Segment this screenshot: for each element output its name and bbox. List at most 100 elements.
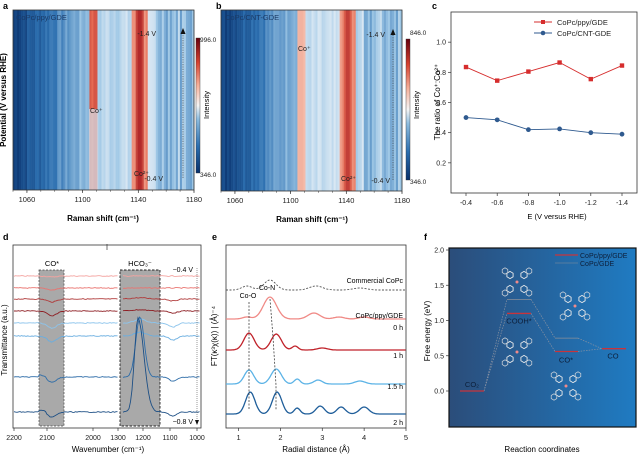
state-label: CO* [559, 356, 573, 365]
heatmap-column [131, 10, 134, 190]
legend-f: CoPc/ppy/GDE CoPc/GDE [555, 253, 628, 268]
benzene-ring [520, 284, 528, 294]
heatmap-column [341, 10, 344, 191]
heatmap-column [105, 10, 108, 190]
heatmap-column [127, 10, 130, 190]
heatmap-column [167, 10, 171, 190]
spectrum-line [122, 318, 200, 328]
plot-frame [225, 244, 407, 429]
heatmap-column [349, 10, 353, 191]
x-axis-label: E (V versus RHE) [527, 212, 587, 221]
panel-e-exafs: Co-O Co-N Commercial CoPc CoPc/ppy/GDE 0… [210, 244, 408, 454]
energy-connector [530, 299, 556, 339]
heatmap-column [67, 10, 70, 190]
heatmap-column [33, 10, 36, 190]
series-label-1h: 1 h [393, 353, 403, 360]
heatmap-column [59, 10, 62, 190]
benzene-ring [501, 359, 509, 367]
heatmap-column [285, 10, 288, 191]
y-tick-label: 0.2 [436, 160, 446, 167]
cobalt-atom [564, 384, 568, 388]
heatmap-column [189, 10, 193, 190]
heatmap-column [247, 10, 250, 191]
exafs-line [226, 332, 406, 351]
heatmap-column [21, 10, 24, 190]
y-tick-label: 0.0 [434, 389, 444, 396]
benzene-ring [525, 337, 533, 345]
heatmap-column [309, 10, 312, 191]
x-tick-label: 1060 [227, 196, 244, 205]
exafs-line [226, 296, 406, 320]
spectrum-line [122, 316, 200, 417]
heatmap-column [301, 10, 304, 191]
heatmap-column [177, 10, 181, 190]
x-tick-label: 3 [320, 433, 324, 442]
panel-letter-b: b [216, 1, 222, 11]
heatmap-column [345, 10, 348, 191]
co-n-guide-line [269, 298, 277, 410]
legend-label-ppy: CoPc/ppy/GDE [580, 253, 628, 260]
data-point-square [526, 69, 531, 74]
x-tick-label: 1100 [283, 196, 299, 205]
benzene-ring [559, 291, 567, 299]
band-label-hco3: HCO₃⁻ [128, 259, 152, 268]
colorbar-label: Intensity [412, 91, 421, 119]
benzene-ring [525, 289, 533, 297]
heatmap-column [47, 10, 50, 190]
heatmap-column [91, 10, 94, 190]
panel-b-raman-heatmap: CoPc/CNT-GDE -1.4 V -0.4 V Co⁺ Co²⁺ 1060… [220, 9, 427, 224]
exafs-line [226, 279, 406, 291]
heatmap-column [299, 10, 302, 191]
legend-marker-circle-icon [540, 30, 546, 36]
heatmap-column [153, 10, 157, 190]
y-tick-label: 0.4 [436, 130, 446, 137]
heatmap-column [175, 10, 179, 190]
x-tick-label: 1200 [135, 435, 151, 442]
x-tick-label: 5 [404, 433, 408, 442]
series-c [463, 60, 625, 137]
heatmap-column [39, 10, 42, 190]
heatmap-column [357, 10, 361, 191]
heatmap-column [313, 10, 316, 191]
heatmap-column [123, 10, 126, 190]
heatmap-column [293, 10, 296, 191]
heatmap-column [339, 10, 342, 191]
x-ticks-e: 1 2 3 4 5 [236, 428, 408, 442]
heatmap-column [25, 10, 28, 190]
heatmap-column [323, 10, 326, 191]
panel-a-raman-heatmap: CoPc/ppy/GDE -1.4 V -0.4 V Co⁺ Co²⁺ 1060… [0, 9, 217, 223]
heatmap-column [71, 10, 74, 190]
x-tick-label: -1.4 [616, 200, 628, 207]
heatmap-column [75, 10, 78, 190]
cobalt-atom [515, 280, 519, 284]
heatmap-column [295, 10, 298, 191]
data-point-square [619, 63, 625, 68]
spectrum-line [14, 298, 118, 303]
heatmap-column [259, 10, 262, 191]
heatmap-column [371, 10, 375, 191]
series-label-0h: 0 h [393, 325, 403, 332]
heatmap-column [191, 10, 195, 190]
heatmap-column [101, 10, 104, 190]
heatmap-column [363, 10, 367, 191]
legend-label-cnt: CoPc/CNT-GDE [557, 29, 611, 38]
spectrum-line [122, 287, 200, 289]
heatmap-column [307, 10, 310, 191]
heatmap-column [13, 10, 16, 190]
heatmap-column [359, 10, 363, 191]
band-label-co-star: CO* [45, 259, 59, 268]
x-ticks-a: 1060 1100 1140 1180 [12, 190, 202, 204]
heatmap-column [121, 10, 124, 190]
heatmap-column [367, 10, 371, 191]
heatmap-column [329, 10, 332, 191]
bottom-potential-label: −0.8 V [173, 419, 194, 426]
y-tick-label: 1.0 [434, 318, 444, 325]
plot-area [448, 247, 637, 428]
y-tick-label: 0.8 [436, 70, 446, 77]
y-tick-label: 1.0 [436, 40, 446, 47]
molecule-structures [501, 267, 591, 401]
heatmap-column [49, 10, 52, 190]
benzene-ring [564, 308, 572, 318]
heatmap-column [279, 10, 282, 191]
heatmap-column [61, 10, 64, 190]
